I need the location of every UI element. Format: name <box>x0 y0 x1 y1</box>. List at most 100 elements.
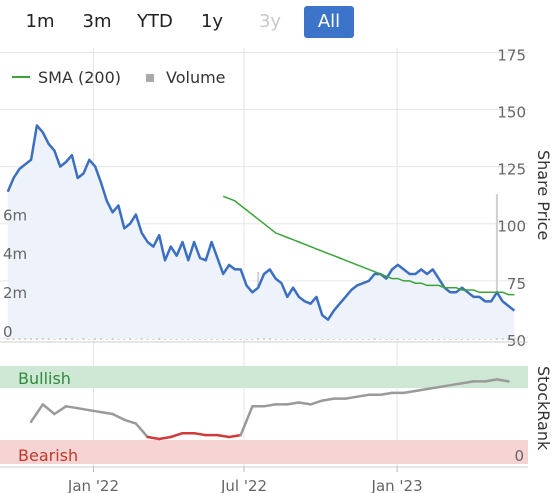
price-area <box>7 125 515 338</box>
volume-bar <box>356 339 359 340</box>
x-tick-label: Jan '22 <box>67 477 119 493</box>
stockrank-segment <box>379 391 394 397</box>
price-tick-label: 75 <box>507 275 526 293</box>
volume-bar <box>146 339 149 340</box>
bullish-label: Bullish <box>18 369 71 388</box>
range-button-3y: 3y <box>258 11 282 32</box>
volume-bar <box>391 339 394 340</box>
volume-bar <box>373 338 376 340</box>
stockrank-segment <box>344 395 359 400</box>
sma-line <box>222 195 515 296</box>
volume-bar <box>431 339 434 340</box>
volume-bar <box>414 339 417 340</box>
price-line <box>6 124 516 321</box>
volume-bar <box>402 339 405 340</box>
stockrank-segment <box>88 408 103 414</box>
volume-bar <box>379 339 382 340</box>
volume-bar <box>437 339 440 340</box>
stockrank-segment <box>146 435 161 441</box>
range-button-1y[interactable]: 1y <box>200 11 224 32</box>
range-button-1m[interactable]: 1m <box>25 11 55 32</box>
volume-bar <box>12 337 15 340</box>
volume-bar <box>164 339 167 340</box>
stockrank-segment <box>483 378 499 383</box>
stockrank-segment <box>309 399 324 406</box>
volume-bar <box>198 339 201 340</box>
volume-legend-square <box>146 74 154 82</box>
volume-bar <box>140 338 143 340</box>
volume-bar <box>99 338 102 340</box>
stockrank-segment <box>402 389 417 395</box>
volume-bar <box>53 339 56 340</box>
volume-bar <box>193 339 196 340</box>
stockrank-segment <box>449 382 464 387</box>
stockrank-segment <box>123 418 138 425</box>
volume-bar <box>303 339 306 340</box>
price-tick-label: 175 <box>497 46 526 64</box>
volume-bar <box>286 339 289 340</box>
volume-bar <box>152 339 155 340</box>
stockrank-segment <box>99 410 114 416</box>
volume-bar <box>169 339 172 340</box>
stockrank-segment <box>320 397 336 402</box>
volume-bar <box>297 339 300 340</box>
volume-bar <box>181 339 184 340</box>
stockrank-segment <box>157 435 173 441</box>
stockrank-segment <box>216 433 231 439</box>
stockrank-segment <box>76 406 91 412</box>
volume-bar <box>88 339 91 340</box>
stockrank-segment <box>239 405 254 437</box>
range-button-ytd[interactable]: YTD <box>137 11 173 32</box>
volume-bar <box>117 339 120 340</box>
volume-bar <box>449 339 452 340</box>
volume-bar <box>47 338 50 340</box>
stockrank-segment <box>495 378 510 383</box>
volume-bar <box>344 339 347 340</box>
volume-bar <box>239 339 242 340</box>
volume-bar <box>292 339 295 340</box>
volume-bar <box>332 339 335 340</box>
volume-bar <box>76 339 79 340</box>
volume-tick-label: 2m <box>3 284 27 302</box>
volume-bar <box>460 339 463 340</box>
bearish-label: Bearish <box>18 446 78 465</box>
volume-bar <box>129 338 132 340</box>
volume-bar <box>408 339 411 340</box>
volume-bar <box>513 338 516 340</box>
volume-bar <box>268 338 271 340</box>
price-tick-label: 100 <box>497 218 526 236</box>
volume-bar <box>6 338 9 340</box>
stockrank-segment <box>53 405 68 416</box>
stockrank-segment <box>355 393 371 398</box>
volume-bar <box>274 339 277 340</box>
volume-bar <box>338 339 341 340</box>
volume-bar <box>222 339 225 340</box>
bullish-band <box>0 366 528 388</box>
volume-bar <box>123 339 126 340</box>
volume-bar <box>309 339 312 340</box>
volume-bar <box>251 339 254 340</box>
range-button-3m[interactable]: 3m <box>82 11 112 32</box>
volume-bar <box>175 339 178 340</box>
stockrank-segment <box>192 431 208 437</box>
bearish-band <box>0 440 528 464</box>
volume-tick-label: 0 <box>3 323 13 341</box>
range-button-all[interactable]: All <box>304 6 354 38</box>
volume-bar <box>420 339 423 340</box>
volume-bar <box>478 339 481 340</box>
stockrank-segment <box>29 403 45 423</box>
volume-bar <box>204 339 207 340</box>
volume-bar <box>443 339 446 340</box>
price-tick-label: 50 <box>507 332 526 350</box>
volume-bar <box>210 339 213 340</box>
stockrank-segment <box>262 403 277 408</box>
volume-bar <box>396 339 399 340</box>
volume-bar <box>134 339 137 340</box>
stockrank-segment <box>111 412 126 422</box>
stockrank-segment <box>41 403 56 416</box>
volume-bar <box>385 339 388 340</box>
stockrank-tick-label: 0 <box>514 447 524 465</box>
sma-legend-label: SMA (200) <box>38 68 121 87</box>
volume-bar <box>367 339 370 340</box>
